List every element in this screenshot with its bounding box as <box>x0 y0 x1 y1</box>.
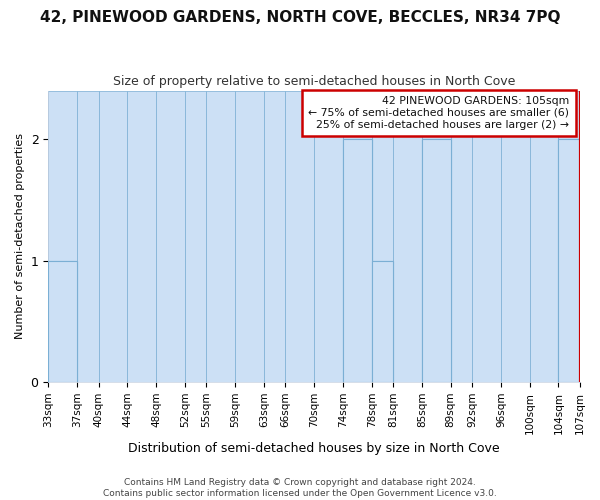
Bar <box>530 90 559 382</box>
Bar <box>343 90 371 382</box>
Bar <box>371 260 393 382</box>
Text: 42 PINEWOOD GARDENS: 105sqm
← 75% of semi-detached houses are smaller (6)
25% of: 42 PINEWOOD GARDENS: 105sqm ← 75% of sem… <box>308 96 569 130</box>
Bar <box>343 139 371 382</box>
Bar <box>472 90 501 382</box>
Bar <box>371 90 393 382</box>
Bar <box>48 90 77 382</box>
Bar <box>371 260 393 382</box>
Bar <box>127 90 156 382</box>
Bar <box>422 139 451 382</box>
Bar <box>235 90 264 382</box>
Bar <box>451 90 472 382</box>
Bar <box>422 90 451 382</box>
Bar <box>264 90 286 382</box>
Title: Size of property relative to semi-detached houses in North Cove: Size of property relative to semi-detach… <box>113 75 515 88</box>
Bar <box>48 260 77 382</box>
Bar <box>185 90 206 382</box>
Bar <box>343 139 371 382</box>
X-axis label: Distribution of semi-detached houses by size in North Cove: Distribution of semi-detached houses by … <box>128 442 500 455</box>
Bar <box>501 90 530 382</box>
Bar <box>286 90 314 382</box>
Bar <box>98 90 127 382</box>
Bar <box>314 90 343 382</box>
Bar <box>559 139 580 382</box>
Bar <box>393 90 422 382</box>
Y-axis label: Number of semi-detached properties: Number of semi-detached properties <box>15 133 25 339</box>
Text: 42, PINEWOOD GARDENS, NORTH COVE, BECCLES, NR34 7PQ: 42, PINEWOOD GARDENS, NORTH COVE, BECCLE… <box>40 10 560 25</box>
Bar <box>559 139 580 382</box>
Bar <box>77 90 98 382</box>
Bar <box>48 260 77 382</box>
Bar <box>206 90 235 382</box>
Bar <box>422 139 451 382</box>
Text: Contains HM Land Registry data © Crown copyright and database right 2024.
Contai: Contains HM Land Registry data © Crown c… <box>103 478 497 498</box>
Bar <box>156 90 185 382</box>
Bar <box>559 90 580 382</box>
